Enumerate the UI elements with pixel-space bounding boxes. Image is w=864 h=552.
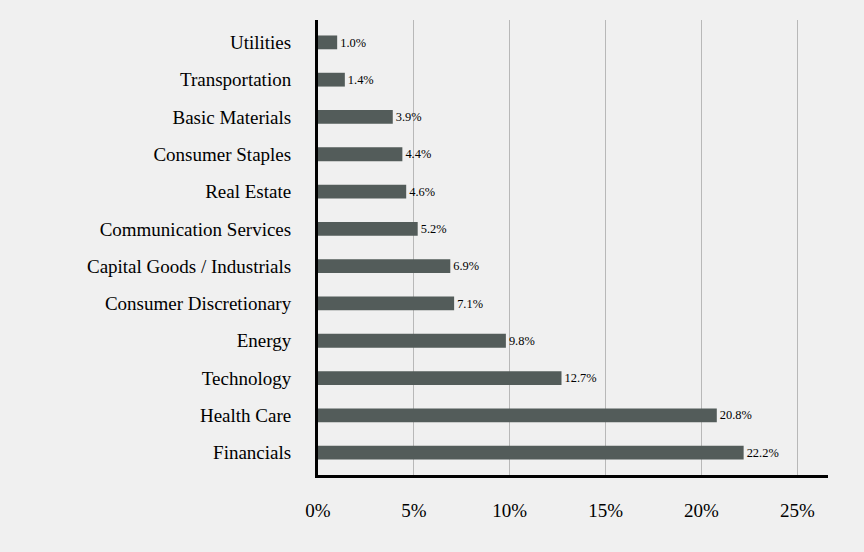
svg-text:10%: 10% [492,500,527,521]
svg-text:Communication Services: Communication Services [100,219,292,240]
svg-text:Consumer Discretionary: Consumer Discretionary [105,293,292,314]
svg-text:3.9%: 3.9% [396,110,422,124]
svg-text:12.7%: 12.7% [565,371,597,385]
svg-text:Utilities: Utilities [230,32,291,53]
svg-text:1.4%: 1.4% [348,73,374,87]
svg-text:5%: 5% [401,500,427,521]
svg-text:Financials: Financials [213,442,291,463]
svg-text:Consumer Staples: Consumer Staples [153,144,291,165]
svg-text:7.1%: 7.1% [457,297,483,311]
svg-text:Technology: Technology [202,368,292,389]
svg-text:25%: 25% [780,500,815,521]
svg-text:Health Care: Health Care [200,405,291,426]
svg-text:5.2%: 5.2% [421,222,447,236]
svg-text:20.8%: 20.8% [720,408,752,422]
svg-text:1.0%: 1.0% [340,36,366,50]
svg-text:Real Estate: Real Estate [205,181,291,202]
svg-text:4.4%: 4.4% [405,147,431,161]
svg-text:20%: 20% [684,500,719,521]
svg-text:Capital Goods / Industrials: Capital Goods / Industrials [87,256,291,277]
svg-text:9.8%: 9.8% [509,334,535,348]
svg-text:22.2%: 22.2% [747,446,779,460]
svg-text:6.9%: 6.9% [453,259,479,273]
svg-text:Transportation: Transportation [180,69,292,90]
svg-text:4.6%: 4.6% [409,185,435,199]
svg-text:Basic Materials: Basic Materials [172,107,291,128]
svg-text:15%: 15% [588,500,623,521]
svg-text:Energy: Energy [237,330,292,351]
svg-text:0%: 0% [305,500,331,521]
